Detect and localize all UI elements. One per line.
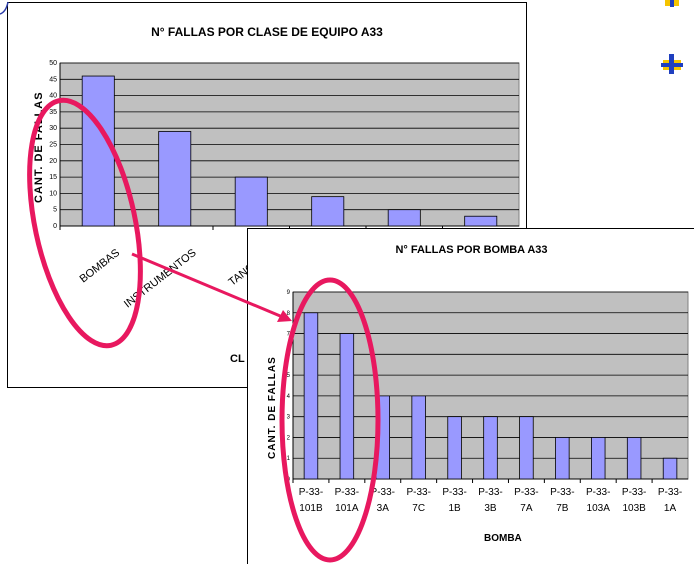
ytick-label: 5 (53, 207, 57, 214)
chart1-xlabel: CL (230, 353, 245, 365)
ytick-label: 10 (49, 190, 57, 197)
xtick-label-bottom: 7B (556, 503, 569, 514)
xtick-label-top: P-33- (658, 487, 682, 498)
ytick-label: 7 (287, 332, 291, 338)
bar-bombas (81, 75, 115, 227)
bullet-marker-icon (661, 54, 683, 74)
bar-instrumentos (158, 131, 192, 227)
bar-p-33-103a (591, 437, 606, 480)
bar-cat-5 (387, 209, 421, 227)
bar-p-33-103b (626, 437, 642, 480)
xtick-label-bottom: 3A (377, 503, 390, 514)
xtick-label-bottom: 103B (622, 503, 646, 514)
xtick-label-top: P-33- (299, 487, 323, 498)
chart2-title: N° FALLAS POR BOMBA A33 (395, 244, 548, 256)
arrowhead-icon (277, 310, 292, 322)
ytick-label: 15 (49, 174, 57, 181)
xtick-label-top: P-33- (371, 487, 395, 498)
xtick-label-bottom: 101A (335, 503, 359, 514)
xtick-label-bottom: 7C (412, 503, 425, 514)
ytick-label: 8 (287, 311, 291, 317)
xtick-label-top: P-33- (442, 487, 466, 498)
bullet-marker-icon (665, 0, 679, 7)
xtick-label-bottom: 101B (299, 503, 323, 514)
highlight-ellipse-bombas (27, 97, 143, 349)
xtick-label-top: P-33- (478, 487, 502, 498)
ytick-label: 20 (49, 158, 57, 165)
xtick-label-top: P-33- (550, 487, 574, 498)
xtick-label-top: P-33- (622, 487, 646, 498)
bar-p-33-3b (483, 416, 498, 480)
chart2-xlabel: BOMBA (484, 533, 522, 544)
arrow-icon (131, 252, 286, 320)
xtick-label-bottom: 1B (448, 503, 461, 514)
ytick-label: 30 (49, 125, 57, 132)
ytick-label: 1 (287, 456, 291, 462)
xtick-label-top: P-33- (586, 487, 610, 498)
ytick-label: 9 (287, 290, 291, 296)
xtick-label-bottom: 7A (520, 503, 533, 514)
ytick-label: 3 (287, 415, 291, 421)
chart1-title: N° FALLAS POR CLASE DE EQUIPO A33 (151, 25, 383, 39)
ytick-label: 4 (287, 394, 291, 400)
ytick-label: 50 (49, 60, 57, 67)
xtick-label-bottom: 3B (484, 503, 497, 514)
ytick-label: 0 (53, 223, 57, 230)
bar-p-33-1a (662, 457, 678, 480)
xtick-label-bottom: 1A (664, 503, 677, 514)
ytick-label: 5 (287, 373, 291, 379)
corner-arc-icon (0, 1, 9, 15)
xtick-label-top: P-33- (514, 487, 538, 498)
bar-tanques (234, 176, 268, 227)
chart2-svg: 0123456789P-33-101BP-33-101AP-33-3AP-33-… (287, 290, 689, 514)
bar-p-33-101b (303, 312, 319, 480)
ytick-label: 45 (49, 76, 57, 83)
xtick-label-top: P-33- (406, 487, 430, 498)
bar-p-33-1b (447, 416, 462, 480)
bar-cat-6 (464, 215, 498, 227)
bar-p-33-101a (339, 333, 355, 480)
bar-p-33-7c (411, 395, 426, 480)
bar-p-33-7b (555, 437, 570, 480)
bar-p-33-7a (519, 416, 534, 480)
ytick-label: 25 (49, 142, 57, 149)
ytick-label: 40 (49, 93, 57, 100)
ytick-label: 35 (49, 109, 57, 116)
bar-cat-4 (311, 196, 345, 227)
xtick-label-bottom: 103A (587, 503, 611, 514)
ytick-label: 2 (287, 435, 291, 441)
xtick-label-top: P-33- (335, 487, 359, 498)
highlight-ellipse-top-pumps (279, 277, 381, 563)
chart1-svg: 05101520253035404550BOMBASINSTRUMENTOSTA… (49, 60, 520, 310)
